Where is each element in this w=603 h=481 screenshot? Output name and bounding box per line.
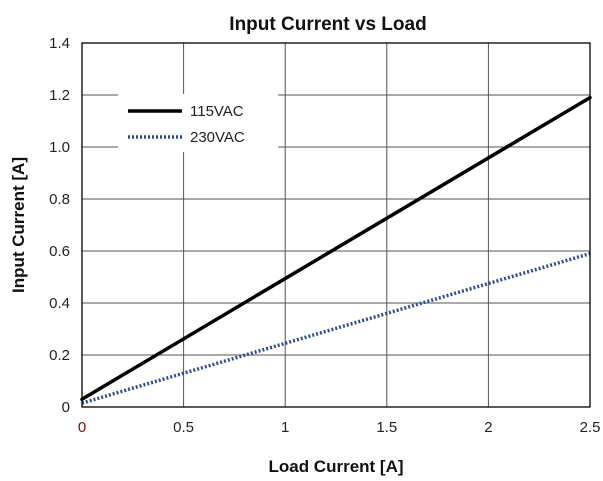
tick-labels: 0 0.5 1 1.5 2 2.5 0 0.2 0.4 0.6 0.8 1.0 1.2 1.4	[49, 35, 600, 436]
y-tick-label: 0.6	[49, 243, 70, 260]
legend-background	[118, 94, 278, 152]
x-axis-label: Load Current [A]	[268, 457, 403, 476]
x-tick-label: 1.5	[376, 419, 397, 436]
y-tick-label: 0.8	[49, 191, 70, 208]
y-tick-label: 0.2	[49, 347, 70, 364]
series-line-230vac	[81, 251, 591, 405]
grid-lines	[82, 43, 590, 407]
y-tick-label: 1.0	[49, 139, 70, 156]
plot-frame	[81, 42, 591, 408]
x-tick-label: 1	[281, 419, 289, 436]
series-lines	[80, 95, 592, 405]
legend-label-115vac: 115VAC	[190, 103, 244, 120]
x-tick-label: 0	[78, 419, 86, 436]
y-tick-label: 1.4	[49, 35, 70, 52]
x-tick-label: 2	[484, 419, 492, 436]
legend: 115VAC 230VAC	[118, 94, 278, 152]
series-line-115vac	[80, 95, 592, 401]
legend-label-230vac: 230VAC	[190, 129, 245, 146]
y-tick-label: 0.4	[49, 295, 70, 312]
y-tick-label: 0	[62, 399, 70, 416]
y-axis-label: Input Current [A]	[9, 157, 28, 293]
chart-title: Input Current vs Load	[229, 14, 426, 35]
x-tick-label: 0.5	[173, 419, 194, 436]
y-tick-label: 1.2	[49, 87, 70, 104]
x-tick-label: 2.5	[580, 419, 601, 436]
